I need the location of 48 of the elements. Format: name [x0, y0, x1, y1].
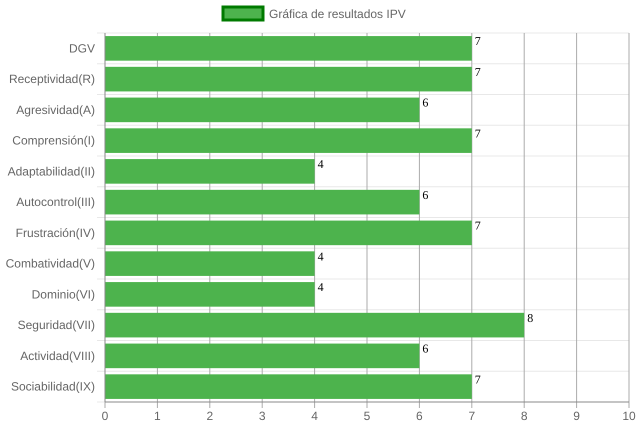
bar	[105, 190, 420, 214]
y-tick-label: Combatividad(V)	[6, 256, 95, 271]
x-tick-label: 10	[622, 409, 636, 423]
y-tick-label: DGV	[68, 41, 95, 56]
data-label: 6	[422, 188, 428, 202]
data-label: 6	[422, 96, 428, 110]
bar	[105, 220, 472, 246]
data-label: 7	[474, 64, 481, 79]
x-tick-label: 8	[520, 409, 528, 423]
data-label: 7	[474, 126, 481, 140]
bar	[105, 36, 472, 61]
bar	[105, 374, 472, 399]
data-label: 7	[474, 372, 481, 386]
y-tick-label: Receptividad(R)	[8, 72, 95, 86]
y-tick-label: Frustración(IV)	[16, 226, 95, 240]
bar	[105, 312, 524, 338]
y-tick-label: Sociabilidad(IX)	[10, 380, 95, 394]
bar	[105, 98, 420, 122]
y-tick-label: Comprensión(I)	[12, 134, 95, 148]
x-tick-label: 0	[102, 409, 109, 423]
data-label: 8	[527, 310, 534, 325]
data-label: 7	[474, 218, 481, 233]
x-tick-label: 2	[206, 409, 214, 423]
y-tick-label: Autocontrol(III)	[16, 195, 95, 210]
y-tick-label: Seguridad(VII)	[18, 318, 95, 332]
x-tick-label: 1	[154, 409, 162, 423]
data-label: 4	[318, 157, 324, 172]
x-tick-label: 3	[258, 409, 266, 423]
bar	[105, 159, 315, 184]
bar	[105, 251, 315, 276]
y-tick-label: Adaptabilidad(II)	[8, 164, 95, 178]
y-tick-label: Agresividad(A)	[16, 102, 95, 117]
x-tick-label: 5	[364, 409, 371, 423]
data-label: 7	[474, 34, 481, 48]
data-label: 4	[318, 249, 324, 264]
y-tick-label: Dominio(VI)	[32, 287, 95, 302]
bar	[105, 344, 420, 368]
bar	[105, 66, 472, 92]
x-tick-label: 6	[416, 409, 424, 423]
bar	[105, 128, 472, 153]
x-tick-label: 4	[311, 409, 318, 423]
data-label: 4	[318, 280, 324, 294]
series-label: Gráfica de resultados IPV	[269, 7, 406, 21]
x-tick-label: 7	[468, 409, 476, 423]
bar	[105, 282, 315, 307]
data-label: 6	[422, 342, 428, 356]
x-tick-label: 9	[573, 409, 580, 423]
y-tick-label: Actividad(VIII)	[20, 348, 95, 363]
